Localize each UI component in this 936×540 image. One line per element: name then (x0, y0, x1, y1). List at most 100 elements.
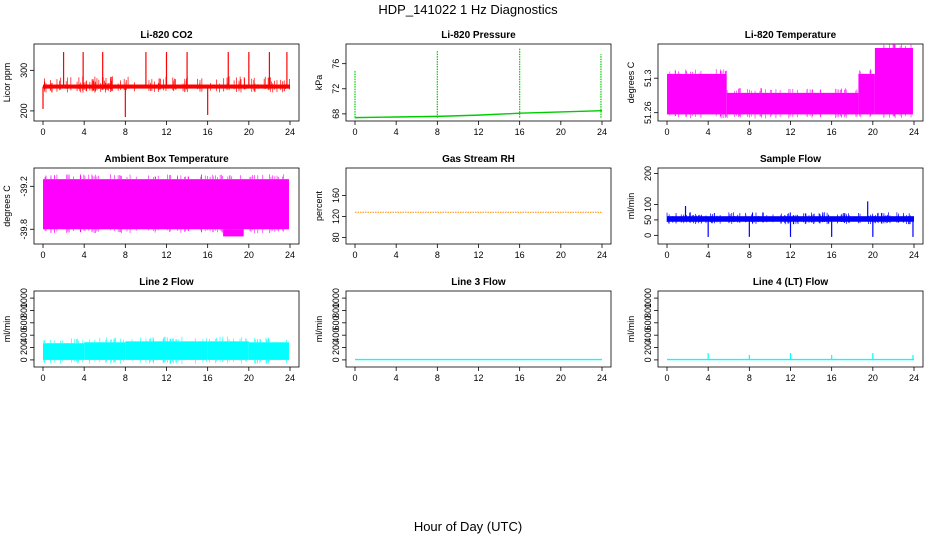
x-tick-label: 0 (664, 373, 669, 383)
plot-area (354, 48, 603, 119)
plot-area (43, 336, 289, 364)
panel-title: Line 3 Flow (451, 277, 506, 288)
x-tick-label: 0 (40, 373, 45, 383)
x-tick-label: 20 (556, 127, 566, 137)
x-tick-label: 16 (515, 250, 525, 260)
x-tick-label: 8 (123, 373, 128, 383)
x-tick-label: 24 (285, 373, 295, 383)
x-tick-label: 16 (515, 373, 525, 383)
x-tick-label: 20 (556, 373, 566, 383)
x-tick-label: 8 (435, 127, 440, 137)
x-tick-label: 16 (827, 127, 837, 137)
x-tick-label: 12 (473, 373, 483, 383)
x-tick-label: 24 (285, 127, 295, 137)
x-tick-label: 12 (473, 250, 483, 260)
x-tick-label: 8 (435, 373, 440, 383)
y-tick-label: 400 (19, 328, 29, 343)
y-tick-label: -39.2 (19, 176, 29, 197)
x-tick-label: 24 (909, 250, 919, 260)
x-tick-label: 0 (352, 250, 357, 260)
y-tick-label: 1000 (331, 288, 341, 308)
y-tick-label: 200 (19, 103, 29, 118)
x-tick-label: 24 (909, 373, 919, 383)
y-tick-label: 300 (19, 63, 29, 78)
plot-frame (345, 167, 612, 245)
y-axis-label: ml/min (314, 316, 324, 343)
x-tick-label: 12 (473, 127, 483, 137)
y-tick-label: 200 (643, 166, 653, 181)
data-band (43, 343, 85, 360)
data-band (125, 341, 167, 360)
x-tick-label: 8 (747, 373, 752, 383)
panel-title: Line 2 Flow (139, 277, 194, 288)
y-tick-label: 160 (331, 188, 341, 203)
x-tick-label: 24 (597, 373, 607, 383)
x-tick-label: 8 (123, 250, 128, 260)
x-tick-label: 12 (785, 373, 795, 383)
panel-2: Li-820 Pressure 0 4 8 12 16 20 24 68 72 76 kPa (314, 30, 612, 137)
panel-title: Sample Flow (760, 154, 821, 165)
y-tick-label: 800 (19, 303, 29, 318)
data-band (858, 73, 875, 115)
y-tick-label: 400 (331, 328, 341, 343)
x-tick-label: 20 (868, 127, 878, 137)
y-tick-label: 120 (331, 209, 341, 224)
y-axis-label: ml/min (626, 316, 636, 343)
x-tick-label: 16 (515, 127, 525, 137)
x-tick-label: 24 (597, 127, 607, 137)
panel-4: Ambient Box Temperature 0 4 8 12 16 20 24 -39.8 -… (2, 154, 300, 260)
panel-9: Line 4 (LT) Flow 0 4 8 12 16 20 24 0 200400600800… (626, 277, 924, 383)
panel-title: Li-820 Pressure (441, 30, 516, 41)
data-band (667, 73, 727, 115)
y-tick-label: 1000 (643, 288, 653, 308)
y-tick-label: 600 (19, 315, 29, 330)
y-axis-label: degrees C (626, 61, 636, 103)
panel-6: Sample Flow 0 4 8 12 16 20 24 0 50 100 200 ml/min (626, 154, 924, 260)
x-tick-label: 0 (40, 250, 45, 260)
y-tick-label: 0 (331, 357, 341, 362)
panel-title: Ambient Box Temperature (104, 154, 229, 165)
y-axis-label: ml/min (626, 193, 636, 220)
x-tick-label: 20 (244, 250, 254, 260)
panel-1: Li-820 CO2 0 4 8 12 16 20 24 200 300 Licor ppm (2, 30, 300, 137)
plot-area (43, 174, 289, 237)
data-band (43, 179, 289, 230)
data-band (207, 341, 249, 360)
x-tick-label: 20 (244, 127, 254, 137)
data-band (166, 341, 208, 360)
x-tick-label: 12 (161, 373, 171, 383)
x-tick-label: 8 (435, 250, 440, 260)
x-tick-label: 4 (82, 127, 87, 137)
y-tick-label: 800 (643, 303, 653, 318)
x-tick-label: 16 (827, 373, 837, 383)
y-tick-label: 68 (331, 109, 341, 119)
data-band (84, 342, 126, 360)
x-tick-label: 0 (40, 127, 45, 137)
x-tick-label: 4 (706, 127, 711, 137)
y-tick-label: 51.26 (643, 101, 653, 124)
x-tick-label: 16 (203, 250, 213, 260)
x-tick-label: 4 (82, 250, 87, 260)
plot-area (667, 44, 913, 119)
y-tick-label: 100 (643, 197, 653, 212)
x-tick-label: 20 (244, 373, 254, 383)
plot-area (42, 52, 290, 117)
x-tick-label: 0 (352, 127, 357, 137)
x-tick-label: 0 (352, 373, 357, 383)
x-tick-label: 0 (664, 127, 669, 137)
x-tick-label: 4 (706, 373, 711, 383)
x-tick-label: 24 (285, 250, 295, 260)
y-axis-label: ml/min (2, 316, 12, 343)
x-tick-label: 8 (747, 250, 752, 260)
data-band (874, 48, 913, 115)
x-tick-label: 24 (909, 127, 919, 137)
data-band (248, 342, 289, 360)
y-tick-label: -39.8 (19, 219, 29, 240)
panel-3: Li-820 Temperature 0 4 8 12 16 20 24 51.26 51.3 de… (626, 30, 924, 137)
x-tick-label: 4 (82, 373, 87, 383)
panel-5: Gas Stream RH 0 4 8 12 16 20 24 80 120 160 percent (314, 154, 612, 260)
plot-area (666, 201, 914, 237)
